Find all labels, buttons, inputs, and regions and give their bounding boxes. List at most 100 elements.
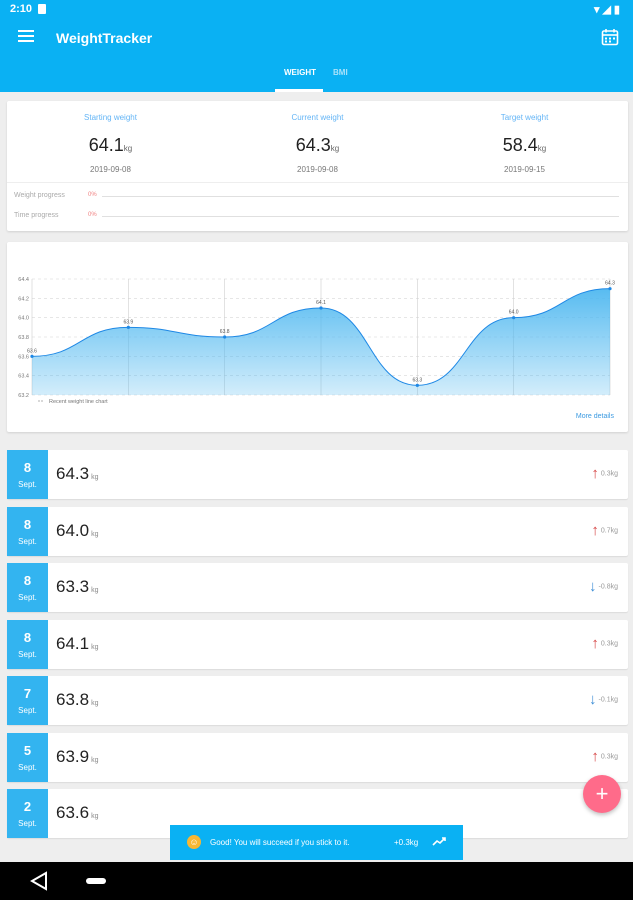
notification-icon bbox=[38, 4, 46, 14]
record-weight: 64.1 kg bbox=[56, 633, 99, 653]
record-weight: 64.0 kg bbox=[56, 520, 99, 540]
record-weight: 63.6 kg bbox=[56, 803, 99, 822]
data-point bbox=[126, 325, 130, 329]
weight-record-row[interactable]: 5 Sept. 63.9 kg ↑ 0.3kg bbox=[7, 732, 628, 782]
record-change: ↓ -0.1kg bbox=[589, 692, 618, 707]
weight-record-row[interactable]: 8 Sept. 64.0 kg ↑ 0.7kg bbox=[7, 506, 628, 556]
arrow-up-icon: ↑ bbox=[591, 634, 599, 652]
tab-bar: WEIGHT BMI bbox=[0, 62, 633, 92]
record-day: 8 bbox=[23, 460, 32, 475]
time-progress-label: Time progress bbox=[14, 212, 59, 219]
arrow-down-icon: ↓ bbox=[589, 691, 597, 708]
back-icon[interactable] bbox=[30, 871, 48, 891]
starting-weight-label: Starting weight bbox=[84, 113, 137, 122]
starting-weight-date: 2019-09-08 bbox=[90, 165, 131, 174]
data-label: 64.0 bbox=[509, 310, 519, 316]
series-area bbox=[32, 288, 610, 395]
record-month: Sept. bbox=[18, 480, 37, 489]
date-badge: 2 Sept. bbox=[7, 789, 48, 838]
date-badge: 8 Sept. bbox=[7, 563, 48, 612]
weight-chart-card: 64.4 64.2 64.0 63.8 63.6 63.4 63.2 63.6 63.9 63.8… bbox=[7, 242, 628, 432]
trending-up-icon bbox=[432, 837, 446, 846]
y-tick-label: 64.4 bbox=[18, 277, 29, 283]
weight-record-row[interactable]: 7 Sept. 63.8 kg ↓ -0.1kg bbox=[7, 676, 628, 725]
record-month: Sept. bbox=[18, 819, 37, 828]
hamburger-menu-icon[interactable] bbox=[18, 30, 34, 44]
current-weight-value: 64.3kg bbox=[295, 135, 340, 155]
data-point bbox=[223, 335, 227, 339]
y-tick-label: 63.4 bbox=[18, 374, 29, 380]
tab-weight[interactable]: WEIGHT bbox=[284, 68, 316, 77]
target-weight-date: 2019-09-15 bbox=[504, 165, 545, 174]
record-day: 2 bbox=[23, 799, 32, 814]
y-tick-label: 63.6 bbox=[18, 354, 29, 360]
record-delta: 0.3kg bbox=[600, 639, 618, 647]
snackbar-message: Good! You will succeed if you stick to i… bbox=[210, 838, 350, 847]
weight-record-row[interactable]: 8 Sept. 64.3 kg ↑ 0.3kg bbox=[7, 450, 628, 499]
target-weight-value: 58.4kg bbox=[502, 135, 547, 155]
snackbar: ☺ Good! You will succeed if you stick to… bbox=[170, 825, 463, 860]
weight-progress-value: 0% bbox=[88, 192, 97, 198]
record-month: Sept. bbox=[18, 706, 37, 715]
record-delta: 0.3kg bbox=[600, 752, 618, 760]
record-day: 8 bbox=[23, 516, 32, 532]
status-bar: 2:10 ▾◢▮ bbox=[0, 0, 633, 20]
date-badge: 8 Sept. bbox=[7, 619, 48, 669]
record-month: Sept. bbox=[18, 649, 37, 659]
record-day: 7 bbox=[23, 686, 32, 701]
date-badge: 8 Sept. bbox=[7, 506, 48, 556]
data-point bbox=[512, 316, 516, 320]
time-progress-value: 0% bbox=[88, 212, 97, 218]
weight-summary-card: Starting weight 64.1kg 2019-09-08 Curren… bbox=[7, 101, 628, 231]
more-details-link[interactable]: More details bbox=[575, 413, 614, 420]
record-change: ↓ -0.8kg bbox=[589, 579, 618, 594]
time-progress-track bbox=[102, 216, 619, 217]
record-change: ↑ 0.3kg bbox=[591, 749, 618, 764]
starting-weight-value: 64.1kg bbox=[88, 135, 133, 155]
weight-line-chart: 64.4 64.2 64.0 63.8 63.6 63.4 63.2 63.6 63.9 63.8… bbox=[18, 277, 615, 405]
data-point bbox=[30, 354, 34, 358]
add-record-button[interactable]: + bbox=[583, 775, 621, 813]
data-point bbox=[608, 287, 612, 291]
tab-bmi[interactable]: BMI bbox=[333, 68, 348, 77]
weight-record-row[interactable]: 8 Sept. 64.1 kg ↑ 0.3kg bbox=[7, 619, 628, 669]
date-badge: 7 Sept. bbox=[7, 676, 48, 725]
data-label: 64.3 bbox=[605, 281, 615, 287]
record-day: 8 bbox=[23, 573, 32, 588]
status-time: 2:10 bbox=[10, 3, 33, 15]
record-change: ↑ 0.7kg bbox=[591, 523, 618, 538]
weight-progress-track bbox=[102, 196, 619, 197]
record-delta: 0.7kg bbox=[600, 526, 618, 534]
data-label: 63.6 bbox=[27, 348, 37, 354]
app-header: 2:10 ▾◢▮ WeightTracker WEIGHT BMI bbox=[0, 0, 633, 92]
data-point bbox=[319, 306, 323, 310]
weight-record-row[interactable]: 8 Sept. 63.3 kg ↓ -0.8kg bbox=[7, 563, 628, 612]
system-status-icons: ▾◢▮ bbox=[593, 4, 623, 16]
arrow-down-icon: ↓ bbox=[589, 578, 597, 595]
home-pill-icon[interactable] bbox=[86, 878, 106, 884]
starting-weight-stat: Starting weight 64.1kg 2019-09-08 bbox=[7, 101, 214, 181]
data-label: 63.8 bbox=[220, 329, 230, 335]
data-label: 63.3 bbox=[412, 377, 422, 383]
snackbar-delta: +0.3kg bbox=[394, 838, 419, 847]
system-nav-bar bbox=[0, 862, 633, 900]
date-badge: 5 Sept. bbox=[7, 732, 48, 782]
y-tick-label: 63.2 bbox=[18, 393, 29, 399]
record-day: 5 bbox=[23, 742, 32, 758]
record-change: ↑ 0.3kg bbox=[591, 636, 618, 651]
smiley-icon: ☺ bbox=[187, 835, 201, 849]
app-title: WeightTracker bbox=[56, 30, 153, 46]
current-weight-label: Current weight bbox=[291, 113, 344, 122]
record-day: 8 bbox=[23, 629, 32, 645]
record-delta: 0.3kg bbox=[600, 470, 618, 478]
data-point bbox=[415, 383, 419, 387]
record-change: ↑ 0.3kg bbox=[591, 466, 618, 481]
record-weight: 63.3 kg bbox=[56, 577, 99, 596]
summary-divider bbox=[7, 182, 628, 183]
tab-indicator bbox=[275, 89, 323, 92]
y-tick-label: 63.8 bbox=[18, 335, 29, 341]
current-weight-date: 2019-09-08 bbox=[297, 165, 338, 174]
target-weight-stat: Target weight 58.4kg 2019-09-15 bbox=[421, 101, 628, 181]
record-month: Sept. bbox=[18, 536, 37, 546]
calendar-icon[interactable] bbox=[601, 28, 619, 46]
